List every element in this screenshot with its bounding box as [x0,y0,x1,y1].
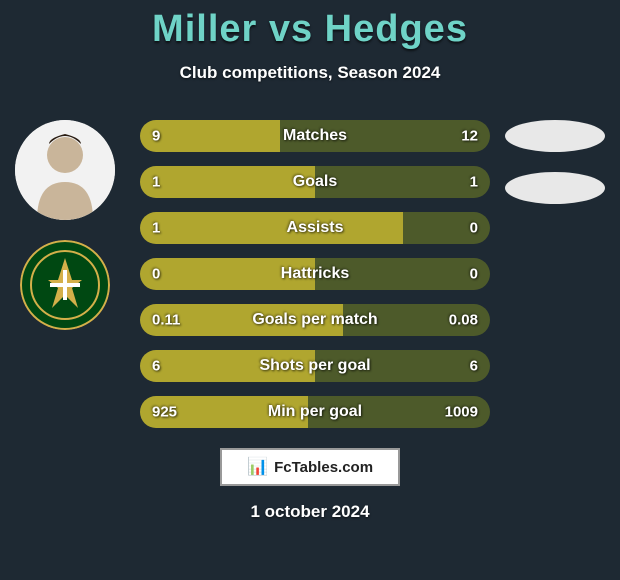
bar-fill-left [140,212,403,244]
right-column [500,120,610,204]
bar-fill-right [315,166,490,198]
stat-value-right: 6 [470,358,478,375]
stat-label: Min per goal [268,403,362,421]
stat-label: Goals [293,173,337,191]
stat-row: 925 1009 Min per goal [140,396,490,428]
stat-row: 0.11 0.08 Goals per match [140,304,490,336]
stat-value-left: 925 [152,404,177,421]
stat-value-right: 0 [470,220,478,237]
team-right-logo-placeholder [505,172,605,204]
bar-fill-left [140,120,280,152]
stat-value-left: 1 [152,174,160,191]
page-subtitle: Club competitions, Season 2024 [0,63,620,83]
comparison-infographic: Miller vs Hedges Club competitions, Seas… [0,0,620,580]
team-left-logo [20,240,110,330]
brand-label: FcTables.com [274,459,373,476]
left-column [10,120,120,330]
stat-value-right: 0.08 [449,312,478,329]
stat-label: Shots per goal [259,357,370,375]
stat-value-left: 0.11 [152,312,180,329]
stat-label: Goals per match [252,311,377,329]
stat-value-left: 9 [152,128,160,145]
stat-row: 6 6 Shots per goal [140,350,490,382]
stat-value-right: 12 [461,128,478,145]
bar-fill-left [140,166,315,198]
person-icon [15,120,115,220]
stat-row: 1 0 Assists [140,212,490,244]
stat-value-left: 6 [152,358,160,375]
stat-value-right: 1 [470,174,478,191]
stat-label: Assists [287,219,344,237]
timbers-logo-icon [20,240,110,330]
stat-value-left: 1 [152,220,160,237]
stat-label: Matches [283,127,347,145]
stat-value-right: 1009 [445,404,478,421]
stat-row: 0 0 Hattricks [140,258,490,290]
player-right-photo-placeholder [505,120,605,152]
stat-label: Hattricks [281,265,349,283]
chart-icon: 📊 [247,457,268,477]
stat-value-left: 0 [152,266,160,283]
stat-row: 1 1 Goals [140,166,490,198]
date-label: 1 october 2024 [250,502,369,522]
brand-box: 📊 FcTables.com [220,448,400,486]
stat-value-right: 0 [470,266,478,283]
player-left-photo [15,120,115,220]
page-title: Miller vs Hedges [0,0,620,51]
stat-bars: 9 12 Matches 1 1 Goals 1 0 Assists 0 0 Hattricks 0.1… [140,120,490,428]
stat-row: 9 12 Matches [140,120,490,152]
